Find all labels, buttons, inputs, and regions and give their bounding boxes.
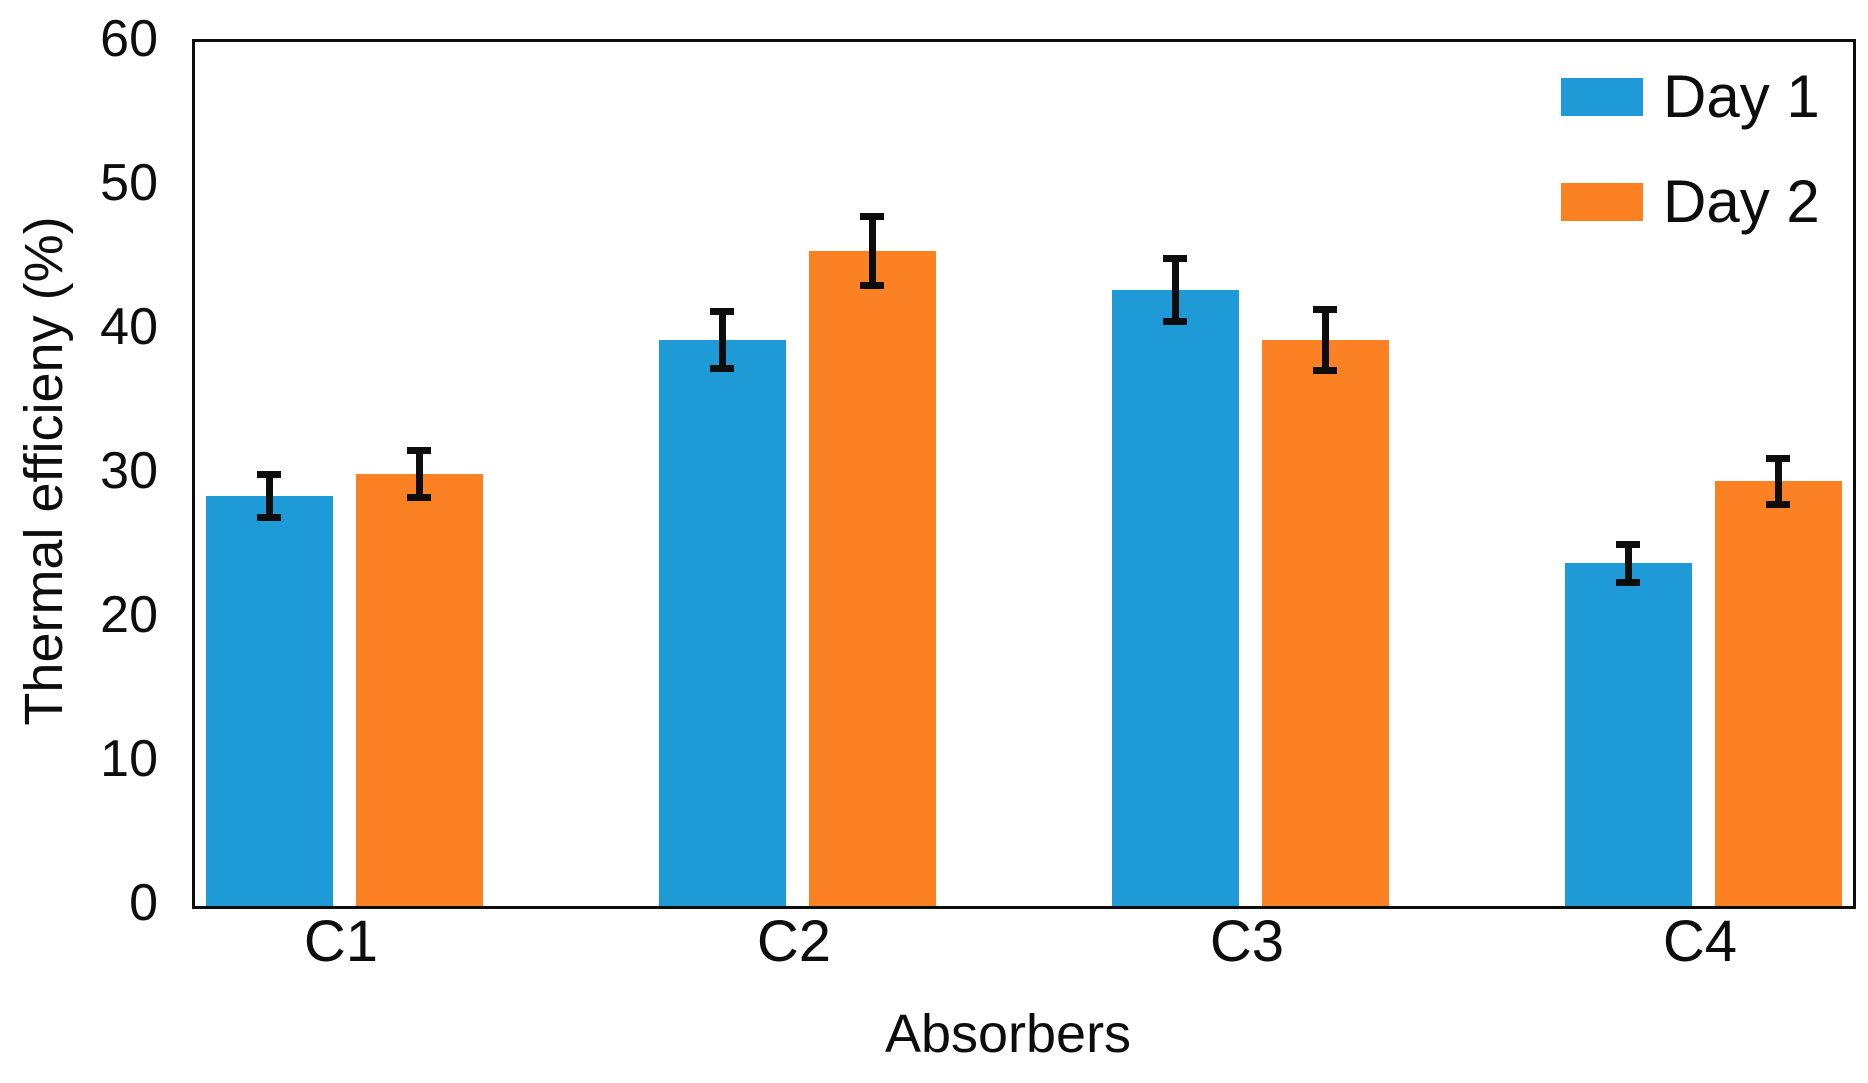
y-tick-label-30: 30 <box>100 442 158 500</box>
error-bar-day-1-c1-line <box>265 474 273 518</box>
bar-day-2-c1 <box>355 474 483 906</box>
error-bar-day-1-c4-line <box>1624 544 1632 582</box>
y-tick-label-50: 50 <box>100 154 158 212</box>
bar-day-2-c4 <box>1714 481 1842 906</box>
error-bar-day-2-c3-cap-bottom <box>1313 366 1337 374</box>
error-bar-day-2-c2-cap-top <box>860 212 884 220</box>
legend-entry-day-1: Day 1 <box>1561 64 1820 130</box>
legend-swatch-day-1 <box>1561 78 1643 116</box>
error-bar-day-2-c1-cap-top <box>407 447 431 455</box>
x-tick-label-c4: C4 <box>1662 909 1738 974</box>
error-bar-day-1-c3-cap-bottom <box>1163 317 1187 325</box>
error-bar-day-2-c1-line <box>415 450 423 498</box>
legend-label-day-2: Day 2 <box>1663 168 1820 235</box>
error-bar-day-2-c2-line <box>868 216 876 286</box>
y-tick-label-60: 60 <box>100 10 158 68</box>
y-tick-label-0: 0 <box>129 874 158 932</box>
error-bar-day-1-c4-cap-bottom <box>1616 578 1640 586</box>
error-bar-day-1-c1-cap-bottom <box>257 513 281 521</box>
y-tick-label-20: 20 <box>100 586 158 644</box>
legend-entry-day-2: Day 2 <box>1561 169 1820 235</box>
bar-day-2-c2 <box>808 250 936 906</box>
error-bar-day-1-c2-cap-bottom <box>710 365 734 373</box>
bar-day-2-c3 <box>1261 340 1389 906</box>
plot-area: Day 1 Day 2 <box>192 39 1856 909</box>
y-tick-label-10: 10 <box>100 730 158 788</box>
x-tick-label-c3: C3 <box>1209 909 1285 974</box>
y-tick-label-40: 40 <box>100 298 158 356</box>
error-bar-day-1-c2-cap-top <box>710 307 734 315</box>
error-bar-day-2-c1-cap-bottom <box>407 493 431 501</box>
error-bar-day-1-c3-line <box>1171 258 1179 322</box>
bar-day-1-c4 <box>1564 563 1692 906</box>
legend-swatch-day-2 <box>1561 183 1643 221</box>
error-bar-day-2-c3-cap-top <box>1313 306 1337 314</box>
bar-day-1-c2 <box>658 340 786 906</box>
error-bar-day-2-c4-line <box>1774 458 1782 505</box>
bar-day-1-c3 <box>1111 289 1239 906</box>
error-bar-day-1-c2-line <box>718 311 726 369</box>
error-bar-day-1-c1-cap-top <box>257 470 281 478</box>
error-bar-day-2-c3-line <box>1321 309 1329 371</box>
error-bar-day-2-c2-cap-bottom <box>860 281 884 289</box>
error-bar-day-1-c3-cap-top <box>1163 254 1187 262</box>
x-tick-label-c2: C2 <box>756 909 832 974</box>
x-axis-title: Absorbers <box>884 1004 1132 1064</box>
error-bar-day-2-c4-cap-bottom <box>1766 500 1790 508</box>
legend-label-day-1: Day 1 <box>1663 63 1820 130</box>
x-tick-label-c1: C1 <box>303 909 379 974</box>
bar-day-1-c1 <box>205 495 333 906</box>
error-bar-day-1-c4-cap-top <box>1616 541 1640 549</box>
error-bar-day-2-c4-cap-top <box>1766 454 1790 462</box>
